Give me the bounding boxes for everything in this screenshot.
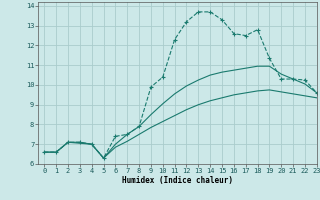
X-axis label: Humidex (Indice chaleur): Humidex (Indice chaleur) bbox=[122, 176, 233, 185]
